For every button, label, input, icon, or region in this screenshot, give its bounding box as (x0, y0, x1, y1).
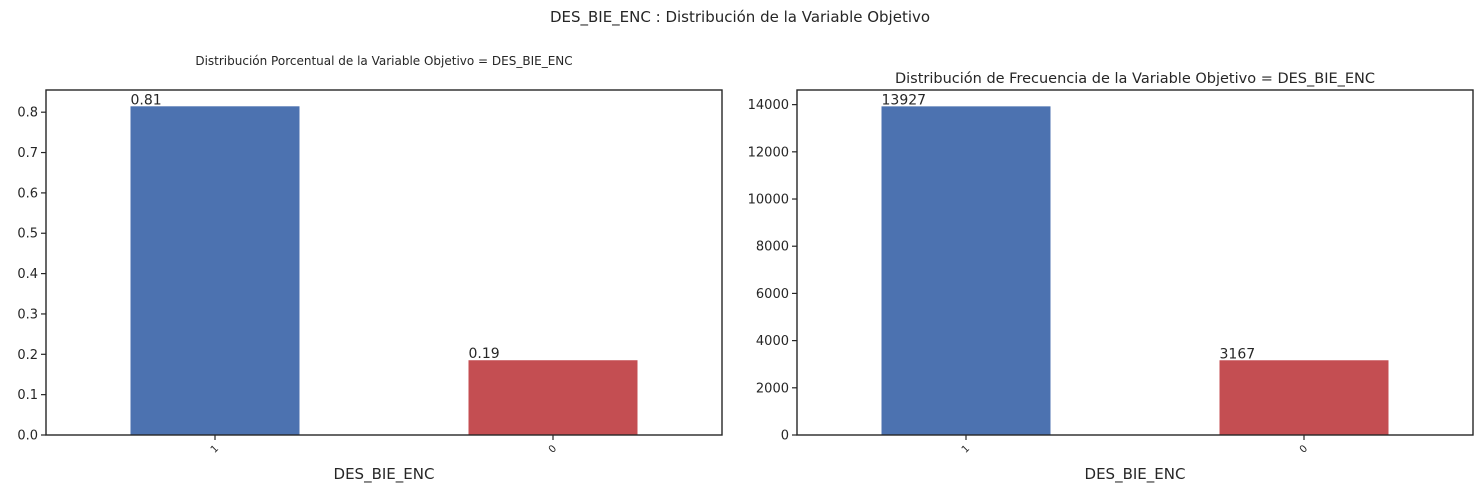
percent-chart-frame (45, 89, 723, 436)
frequency-ytick-label: 8000 (756, 240, 789, 255)
frequency-ytick-label: 10000 (748, 193, 789, 208)
percent-ytick-label: 0.1 (17, 388, 38, 403)
frequency-ytick-label: 6000 (756, 287, 789, 302)
percent-ytick-label: 0.6 (17, 186, 38, 201)
percent-xtick-label: 1 (209, 443, 221, 455)
frequency-ytick-label: 4000 (756, 334, 789, 349)
percent-bar-1 (130, 106, 300, 435)
frequency-data-label: 13927 (882, 92, 927, 108)
frequency-chart-frame (796, 89, 1474, 436)
frequency-chart: Distribución de Frecuencia de la Variabl… (748, 71, 1474, 484)
frequency-bar-0 (1219, 360, 1389, 435)
frequency-ytick-label: 2000 (756, 381, 789, 396)
frequency-chart-title: Distribución de Frecuencia de la Variabl… (895, 71, 1375, 87)
percent-ytick-label: 0.0 (17, 429, 38, 444)
frequency-xtick-label: 1 (960, 443, 972, 455)
percent-chart-title: Distribución Porcentual de la Variable O… (195, 54, 572, 68)
frequency-ytick-label: 12000 (748, 145, 789, 160)
frequency-data-label: 3167 (1220, 346, 1256, 362)
percent-ytick-label: 0.4 (17, 267, 38, 282)
percent-ytick-label: 0.7 (17, 146, 38, 161)
figure-suptitle: DES_BIE_ENC : Distribución de la Variabl… (550, 8, 930, 27)
percent-bar-0 (468, 360, 638, 435)
percent-data-label: 0.81 (131, 92, 162, 108)
percent-ytick-label: 0.3 (17, 307, 38, 322)
percent-data-label: 0.19 (469, 346, 500, 362)
percent-chart: Distribución Porcentual de la Variable O… (17, 54, 723, 484)
percent-ytick-label: 0.2 (17, 348, 38, 363)
percent-ytick-label: 0.5 (17, 227, 38, 242)
frequency-ytick-label: 14000 (748, 98, 789, 113)
percent-ytick-label: 0.8 (17, 106, 38, 121)
frequency-chart-xlabel: DES_BIE_ENC (1085, 465, 1186, 484)
frequency-xtick-label: 0 (1298, 443, 1310, 455)
frequency-bar-1 (881, 106, 1051, 436)
frequency-ytick-label: 0 (781, 429, 789, 444)
percent-chart-xlabel: DES_BIE_ENC (334, 465, 435, 484)
percent-xtick-label: 0 (547, 443, 559, 455)
